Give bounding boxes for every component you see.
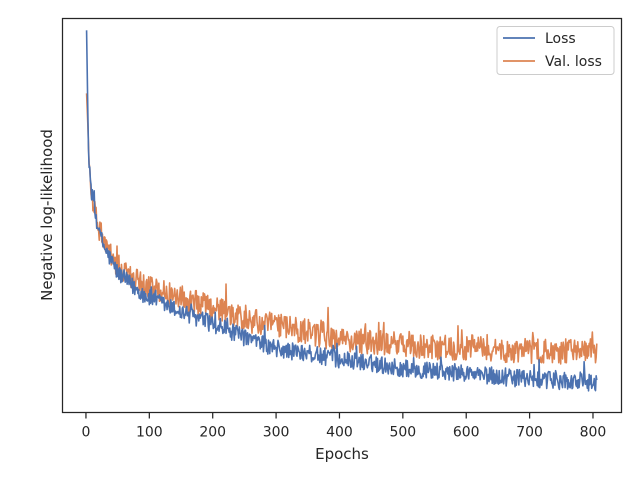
plot-area [85,30,598,392]
legend-label-val-loss: Val. loss [545,54,602,70]
axes-frame [61,17,623,414]
x-tick-label: 500 [389,425,416,441]
x-axis-label: Epochs [315,445,369,463]
x-tick-label: 200 [199,425,226,441]
x-tick-label: 700 [516,425,543,441]
x-tick-label: 0 [81,425,90,441]
x-tick-label: 100 [136,425,163,441]
x-tick-label: 800 [580,425,607,441]
legend-label-loss: Loss [545,31,576,47]
legend: Loss Val. loss [496,26,615,75]
x-tick-label: 300 [263,425,290,441]
y-axis-label: Negative log-likelihood [38,129,56,301]
x-tick-label: 600 [453,425,480,441]
series-line-val-loss [85,93,598,365]
x-axis-ticks: 0 100 200 300 400 500 600 700 800 [81,412,607,441]
x-tick-label: 400 [326,425,353,441]
series-line-loss [85,30,598,392]
